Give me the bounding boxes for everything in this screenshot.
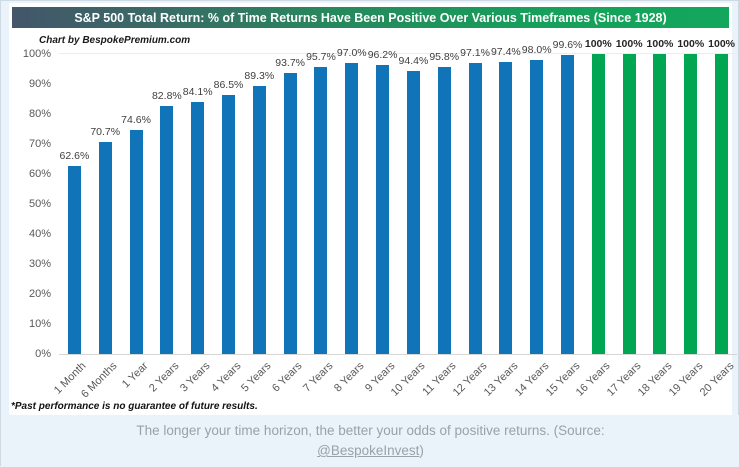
bar-value-label: 97.0% xyxy=(336,47,367,59)
bar-17-years xyxy=(622,54,636,354)
y-axis-tick-label: 30% xyxy=(28,258,51,270)
bar-3-years xyxy=(191,101,205,354)
chart-title: S&P 500 Total Return: % of Time Returns … xyxy=(12,7,729,28)
bar-19-years xyxy=(684,54,698,354)
y-axis-tick-label: 90% xyxy=(28,78,51,90)
bar-value-label: 89.3% xyxy=(244,70,275,83)
bar-value-label: 97.1% xyxy=(460,46,490,59)
y-axis-tick-label: 0% xyxy=(35,348,51,360)
bar-2-years xyxy=(160,105,174,354)
y-axis-tick-label: 10% xyxy=(28,318,51,330)
bar-value-label: 84.1% xyxy=(182,85,213,98)
bar-value-label: 100% xyxy=(708,38,736,50)
bar-value-label: 94.4% xyxy=(398,54,429,67)
bar-value-label: 100% xyxy=(677,38,705,50)
y-axis-tick-label: 70% xyxy=(28,138,51,150)
bar-15-years xyxy=(561,55,574,354)
bar-value-label: 95.8% xyxy=(429,50,460,63)
bar-value-label: 98.0% xyxy=(521,44,552,56)
bar-value-label: 70.7% xyxy=(90,125,121,138)
bar-value-label: 100% xyxy=(646,38,674,50)
bar-value-label: 99.6% xyxy=(552,39,583,52)
bar-5-years xyxy=(252,86,266,354)
bar-4-years xyxy=(222,94,235,354)
y-axis-tick-label: 60% xyxy=(28,168,51,180)
bar-value-label: 100% xyxy=(615,38,643,50)
bar-value-label: 96.2% xyxy=(367,49,398,62)
bar-9-years xyxy=(376,65,390,354)
y-axis-tick-label: 80% xyxy=(28,108,51,120)
bar-value-label: 82.8% xyxy=(151,89,182,102)
watermark-credit: Chart by BespokePremium.com xyxy=(39,35,191,46)
bar-12-years xyxy=(468,62,482,354)
bar-value-label: 62.6% xyxy=(59,150,90,163)
bespoke-invest-link[interactable]: @BespokeInvest xyxy=(317,443,420,458)
bar-6-years xyxy=(283,72,297,354)
tweet-caption: The longer your time horizon, the better… xyxy=(1,415,739,467)
y-axis-tick-label: 40% xyxy=(28,228,51,240)
bar-10-years xyxy=(406,70,420,354)
chart-panel: S&P 500 Total Return: % of Time Returns … xyxy=(9,3,737,415)
caption-line2: @BespokeInvest) xyxy=(317,441,424,461)
bar-18-years xyxy=(653,54,667,354)
bar-1-year xyxy=(129,130,143,354)
y-axis-tick-label: 100% xyxy=(22,48,51,60)
bar-8-years xyxy=(345,63,359,354)
bar-20-years xyxy=(715,54,729,354)
disclaimer-footnote: *Past performance is no guarantee of fut… xyxy=(11,401,258,412)
plot-area: 0% 10% 20% 30% 40% 50% 60% 70% 80% 90% 100% 62.6% 1 … xyxy=(23,38,737,400)
bar-value-label: 95.7% xyxy=(306,50,336,63)
bar-7-years xyxy=(314,66,328,354)
bar-1-month xyxy=(67,166,81,354)
bar-14-years xyxy=(530,60,544,354)
caption-close-paren: ) xyxy=(419,443,424,458)
caption-line1: The longer your time horizon, the better… xyxy=(136,423,605,438)
bar-value-label: 97.4% xyxy=(490,45,521,58)
bar-13-years xyxy=(499,61,513,354)
bar-value-label: 86.5% xyxy=(213,78,244,91)
bar-11-years xyxy=(437,66,451,354)
y-axis-tick-label: 50% xyxy=(28,198,51,210)
bar-16-years xyxy=(591,54,605,354)
y-axis-tick-label: 20% xyxy=(28,288,51,300)
bar-value-label: 74.6% xyxy=(121,114,151,127)
bar-6-months xyxy=(98,141,112,354)
bar-value-label: 100% xyxy=(584,38,612,50)
bar-value-label: 93.7% xyxy=(275,56,306,69)
